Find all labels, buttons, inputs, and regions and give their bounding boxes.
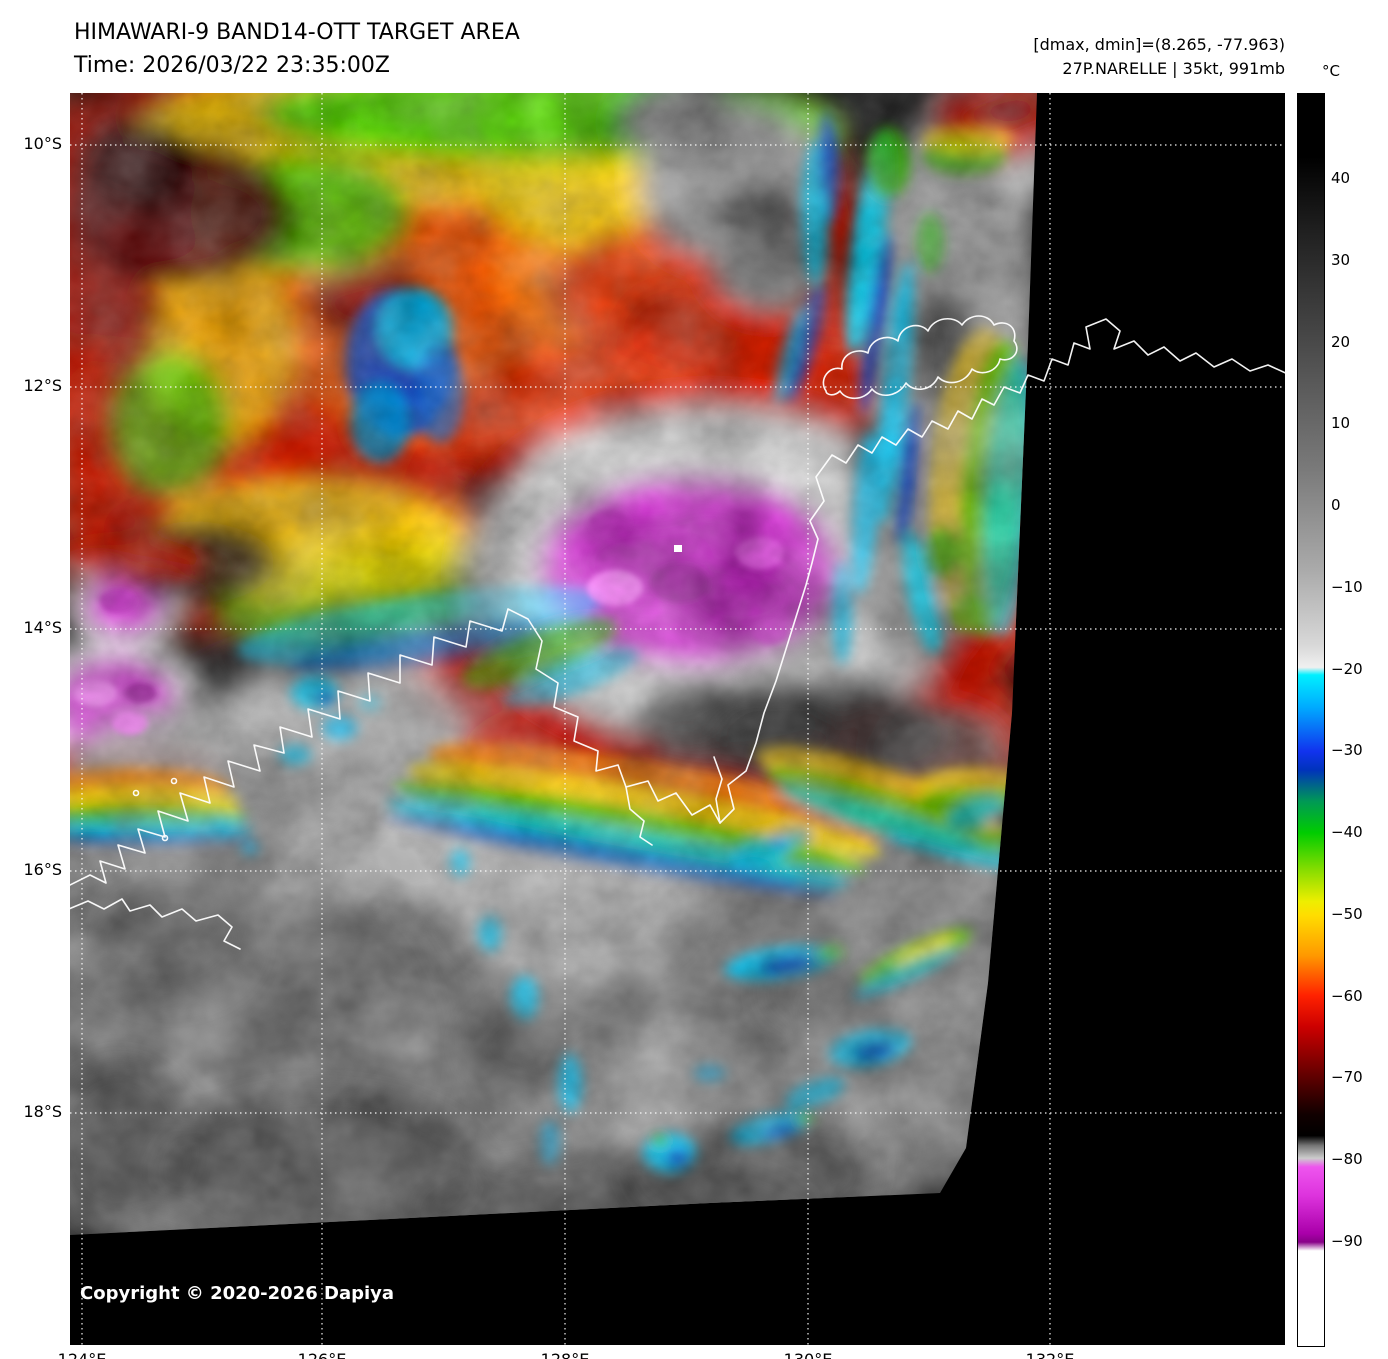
lat-label-16s: 16°S [23, 860, 62, 879]
coastline-tiwi-islands [822, 315, 1018, 400]
coastline-river-inlet [713, 756, 723, 824]
lat-label-10s: 10°S [23, 134, 62, 153]
colorbar-tick: 30 [1331, 251, 1351, 269]
lon-label-132e: 132°E [1018, 1350, 1082, 1359]
colorbar-unit-label: °C [1322, 62, 1340, 80]
colorbar-tick: 0 [1331, 496, 1341, 514]
island-dot [161, 834, 169, 842]
texture-light [70, 93, 1037, 1235]
satellite-image [70, 93, 1285, 1345]
island-dot [132, 789, 140, 797]
storm-info: 27P.NARELLE | 35kt, 991mb [1062, 59, 1285, 78]
dmax-dmin-readout: [dmax, dmin]=(8.265, -77.963) [1033, 35, 1285, 54]
lon-label-126e: 126°E [290, 1350, 354, 1359]
timestamp: Time: 2026/03/22 23:35:00Z [74, 53, 390, 78]
colorbar-tick: −20 [1331, 660, 1363, 678]
lon-label-130e: 130°E [776, 1350, 840, 1359]
lat-label-14s: 14°S [23, 618, 62, 637]
header-right: [dmax, dmin]=(8.265, -77.963) 27P.NARELL… [1033, 33, 1285, 81]
lat-label-18s: 18°S [23, 1102, 62, 1121]
colorbar-tick: −40 [1331, 823, 1363, 841]
colorbar-tick: −50 [1331, 905, 1363, 923]
colorbar-tick: −80 [1331, 1150, 1363, 1168]
coastline-southwest [70, 898, 241, 950]
colorbar-tick: −10 [1331, 578, 1363, 596]
colorbar-tick: −30 [1331, 741, 1363, 759]
island-dot [170, 777, 178, 785]
lat-label-12s: 12°S [23, 376, 62, 395]
page-title: HIMAWARI-9 BAND14-OTT TARGET AREA [74, 20, 520, 45]
colorbar-tick: −90 [1331, 1232, 1363, 1250]
satellite-data-swath [70, 93, 1037, 1235]
coastline-overlay [70, 315, 1285, 950]
lon-label-124e: 124°E [50, 1350, 114, 1359]
coastline-gulf-detail [625, 786, 653, 846]
colorbar-tick: 20 [1331, 333, 1351, 351]
colorbar-tick: −60 [1331, 987, 1363, 1005]
satellite-map: Copyright © 2020-2026 Dapiya [70, 93, 1285, 1345]
colorbar-tick: 40 [1331, 169, 1351, 187]
lon-label-128e: 128°E [533, 1350, 597, 1359]
colorbar-tick: −70 [1331, 1068, 1363, 1086]
graticule-gridlines [70, 93, 1285, 1345]
center-marker [674, 545, 682, 552]
copyright-label: Copyright © 2020-2026 Dapiya [80, 1283, 395, 1304]
colorbar [1297, 93, 1325, 1347]
colorbar-tick: 10 [1331, 414, 1351, 432]
